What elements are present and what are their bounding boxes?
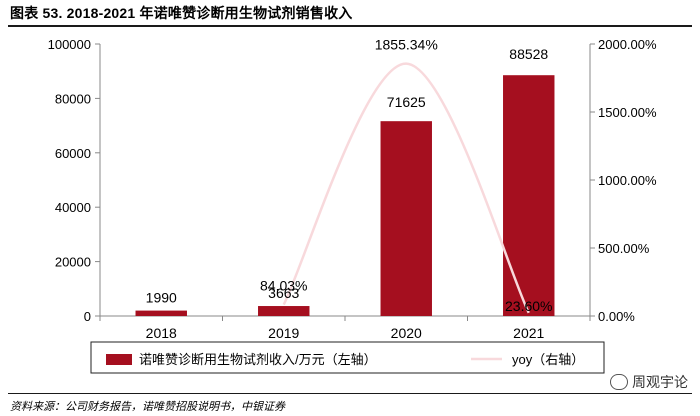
watermark: 周观宇论: [610, 372, 688, 392]
chart-title: 图表 53. 2018-2021 年诺唯赞诊断用生物试剂销售收入: [10, 5, 353, 21]
y-right-tick-label: 500.00%: [598, 241, 650, 256]
revenue-bar: [258, 306, 310, 316]
x-tick-label: 2020: [391, 325, 422, 341]
y-left-tick-label: 60000: [55, 146, 91, 161]
y-left-tick-label: 80000: [55, 91, 91, 106]
revenue-bar: [380, 121, 432, 317]
y-right-tick-label: 0.00%: [598, 309, 635, 324]
legend-line-label: yoy（右轴）: [512, 352, 584, 367]
bar-data-label: 71625: [387, 94, 426, 110]
yoy-data-label: 84.03%: [260, 278, 307, 294]
source-note: 资料来源：公司财务报告，诺唯赞招股说明书，中银证券: [10, 401, 285, 413]
x-tick-label: 2018: [146, 325, 177, 341]
y-left-tick-label: 20000: [55, 255, 91, 270]
y-left-tick-label: 100000: [48, 37, 91, 52]
x-tick-label: 2021: [513, 325, 544, 341]
yoy-line: [282, 62, 530, 314]
legend-bar-label: 诺唯赞诊断用生物试剂收入/万元（左轴）: [139, 352, 377, 367]
y-left-tick-label: 40000: [55, 200, 91, 215]
y-left-tick-label: 0: [84, 309, 91, 324]
y-right-tick-label: 1000.00%: [598, 173, 657, 188]
legend-box: [90, 341, 605, 374]
x-tick-label: 2019: [268, 325, 299, 341]
y-right-tick-label: 2000.00%: [598, 37, 657, 52]
bar-data-label: 88528: [509, 46, 548, 62]
yoy-data-label: 1855.34%: [375, 37, 438, 53]
revenue-bar: [135, 310, 187, 316]
bar-data-label: 1990: [146, 290, 177, 306]
revenue-bar: [503, 75, 555, 316]
y-right-tick-label: 1500.00%: [598, 105, 657, 120]
footer-rule: [8, 393, 692, 394]
bar-data-label: 3663: [268, 285, 299, 301]
wechat-icon: [610, 374, 628, 390]
title-rule: [8, 25, 692, 27]
yoy-data-label: 23.60%: [505, 298, 552, 314]
watermark-text: 周观宇论: [632, 374, 688, 390]
legend-bar-swatch: [106, 354, 132, 365]
